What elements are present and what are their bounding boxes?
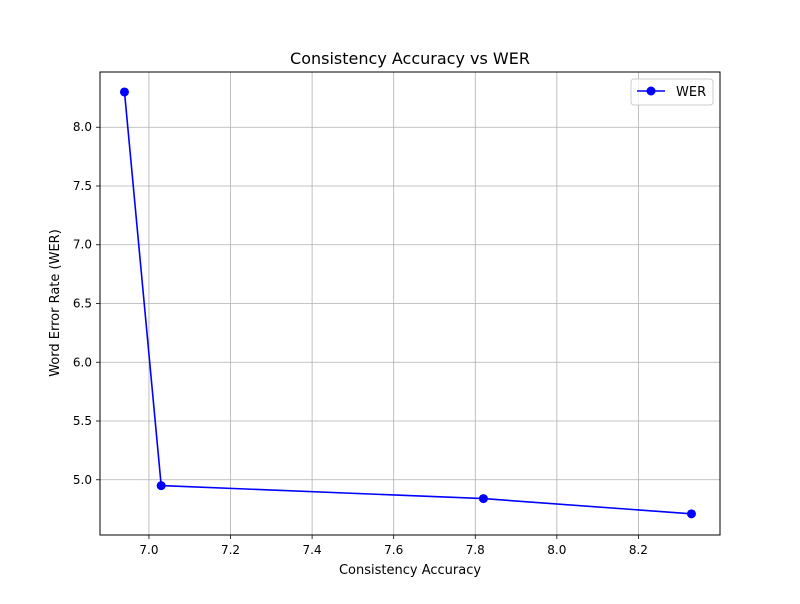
series-line [123,91,692,515]
chart-title: Consistency Accuracy vs WER [290,49,530,68]
y-tick-label: 5.0 [73,473,92,487]
axis-ticks: 7.0 7.2 7.4 7.6 7.8 8.0 8.2 5.0 5.5 6.0 6.5 7.0 7.5 8… [73,120,648,557]
legend: WER [630,78,714,106]
y-axis-label: Word Error Rate (WER) [48,229,63,377]
x-tick-label: 8.2 [629,543,648,557]
data-point [478,494,488,504]
y-tick-label: 6.0 [73,355,92,369]
x-tick-label: 7.2 [221,543,240,557]
data-point [119,87,129,97]
legend-box [630,78,714,106]
y-tick-label: 7.5 [73,179,92,193]
y-tick-label: 8.0 [73,120,92,134]
data-point [156,481,166,491]
series-layer [119,87,696,519]
y-tick-label: 6.5 [73,297,92,311]
x-axis-label: Consistency Accuracy [339,563,481,578]
x-tick-label: 8.0 [547,543,566,557]
data-point [686,509,696,519]
legend-entry-label: WER [676,85,706,100]
y-tick-label: 5.5 [73,414,92,428]
x-tick-label: 7.8 [466,543,485,557]
x-tick-label: 7.6 [384,543,403,557]
legend-marker-swatch [646,86,656,96]
grid-lines [100,72,720,535]
x-tick-label: 7.4 [303,543,322,557]
x-tick-label: 7.0 [139,543,158,557]
y-tick-label: 7.0 [73,238,92,252]
